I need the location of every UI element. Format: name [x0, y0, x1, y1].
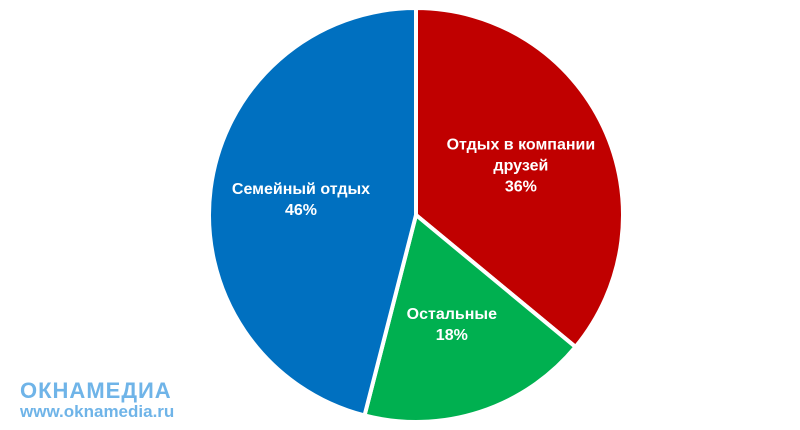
- value-label: 18%: [435, 327, 468, 345]
- slice-label: Отдых в компании друзей 36%: [431, 134, 611, 197]
- brand-logo: ОКНАМЕДИА: [20, 378, 172, 403]
- pie-slice: [207, 5, 418, 418]
- slice-label: Семейный отдых 46%: [211, 179, 391, 221]
- value-label: 46%: [284, 202, 317, 220]
- value-label: 36%: [504, 178, 537, 196]
- brand-url: www.oknamedia.ru: [20, 402, 175, 421]
- pie-slice: [414, 5, 625, 350]
- pie-slice: [362, 211, 579, 424]
- category-label: Семейный отдых: [231, 181, 371, 199]
- category-label: Остальные: [406, 306, 497, 324]
- slice-label: Остальные 18%: [362, 304, 542, 346]
- category-label: Отдых в компании друзей: [446, 136, 596, 175]
